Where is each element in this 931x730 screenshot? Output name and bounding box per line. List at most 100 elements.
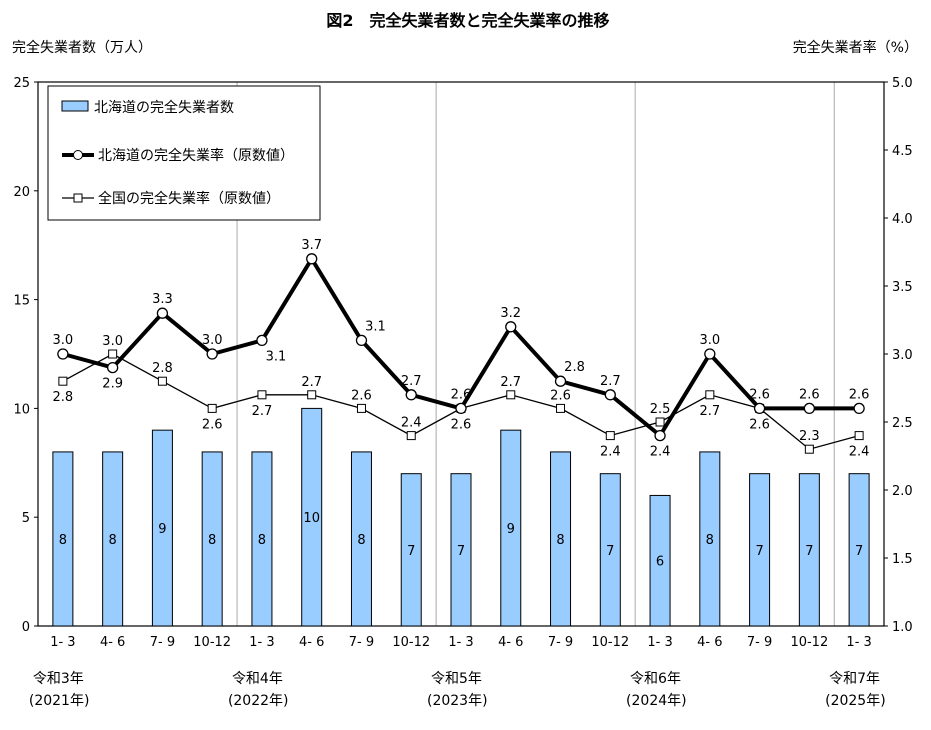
left-tick-label: 20 [13,185,30,200]
bar-label: 7 [407,544,415,559]
national-rate-label: 2.4 [849,445,870,460]
bar [749,473,771,627]
x-tick-label: 4- 6 [498,635,523,650]
hokkaido-rate-label: 2.9 [102,377,123,392]
national-rate-label: 2.4 [401,416,422,431]
bar-label: 7 [755,544,763,559]
bar-label: 9 [158,522,166,537]
hokkaido-rate-label: 3.2 [500,306,521,321]
left-tick-label: 25 [13,76,30,91]
right-tick-label: 4.5 [892,144,913,159]
hokkaido-rate-marker [405,389,417,401]
bar [400,473,422,627]
year-era-label: 令和4年 [232,671,283,687]
hokkaido-rate-marker [206,348,218,360]
national-rate-label: 2.5 [650,402,671,417]
bar-label: 7 [457,544,465,559]
hokkaido-rate-marker [355,334,368,347]
bar-label: 7 [805,544,813,559]
hokkaido-rate-label: 2.6 [749,387,770,402]
hokkaido-rate-marker [156,307,169,319]
hokkaido-rate-label: 2.7 [600,374,621,389]
bar [500,429,522,627]
hokkaido-rate-label: 3.7 [301,238,322,253]
hokkaido-rate-marker [455,402,467,415]
legend-national-marker [73,193,83,203]
year-era-label: 令和3年 [33,671,84,687]
x-tick-label: 10-12 [392,635,430,650]
bar [550,451,572,627]
bar [798,473,820,627]
hokkaido-rate-label: 3.0 [699,333,720,348]
bar-label: 7 [606,544,614,559]
national-rate-marker [356,403,366,413]
bar-label: 8 [208,533,216,548]
year-label: (2024年) [626,693,687,709]
bar-label: 8 [556,533,564,548]
x-tick-label: 7- 9 [747,635,772,650]
right-tick-label: 2.0 [892,484,913,499]
x-tick-label: 4- 6 [100,635,125,650]
left-tick-label: 0 [22,620,30,635]
national-rate-label: 2.6 [351,388,372,403]
national-rate-label: 3.0 [102,334,123,349]
bar [301,407,323,627]
bar [350,451,372,627]
bar [599,473,621,627]
year-label: (2021年) [29,693,90,709]
bar [649,494,671,627]
bar-label: 8 [706,533,714,548]
right-tick-label: 1.5 [892,552,913,567]
hokkaido-rate-marker [654,429,666,442]
year-era-label: 令和5年 [431,671,482,687]
bar [102,451,124,627]
bar-label: 10 [303,511,320,526]
x-tick-label: 7- 9 [548,635,573,650]
national-rate-marker [207,403,217,413]
national-rate-label: 2.7 [301,375,322,390]
hokkaido-rate-label: 3.1 [365,319,386,334]
national-rate-label: 2.6 [202,417,223,432]
bar-label: 8 [109,533,117,548]
national-rate-marker [705,390,715,400]
x-tick-label: 10-12 [790,635,828,650]
year-label: (2022年) [228,693,289,709]
hokkaido-rate-label: 2.7 [401,374,422,389]
left-tick-label: 15 [13,294,30,309]
bar-label: 8 [258,533,266,548]
national-rate-marker [655,417,665,427]
x-tick-label: 1- 3 [50,635,75,650]
hokkaido-rate-label: 3.0 [202,333,223,348]
hokkaido-rate-marker [57,348,69,360]
national-rate-label: 2.6 [550,388,571,403]
hokkaido-rate-marker [803,402,816,415]
x-tick-label: 4- 6 [299,635,324,650]
x-tick-label: 1- 3 [846,635,871,650]
hokkaido-rate-label: 3.1 [266,349,287,364]
x-tick-label: 1- 3 [448,635,473,650]
year-label: (2025年) [825,693,886,709]
x-tick-label: 7- 9 [150,635,175,650]
national-rate-marker [58,376,68,386]
left-tick-label: 5 [22,511,30,526]
right-tick-label: 4.0 [892,212,913,227]
national-rate-marker [605,431,615,441]
hokkaido-rate-marker [604,389,616,401]
x-tick-label: 7- 9 [349,635,374,650]
legend-label-hokkaido: 北海道の完全失業率（原数値） [98,147,294,164]
hokkaido-rate-label: 2.6 [799,387,820,402]
national-rate-label: 2.7 [500,375,521,390]
x-tick-label: 4- 6 [697,635,722,650]
bar [151,429,173,627]
hokkaido-rate-marker [505,321,517,333]
legend-bar-swatch [61,100,89,112]
bar-label: 8 [59,533,67,548]
hokkaido-rate-marker [704,348,716,360]
bar-label: 6 [656,555,664,570]
left-axis-label: 完全失業者数（万人） [12,39,152,56]
hokkaido-rate-label: 2.8 [564,360,585,375]
left-tick-label: 10 [13,402,30,417]
hokkaido-rate-marker [306,253,318,265]
national-rate-label: 2.7 [252,404,273,419]
